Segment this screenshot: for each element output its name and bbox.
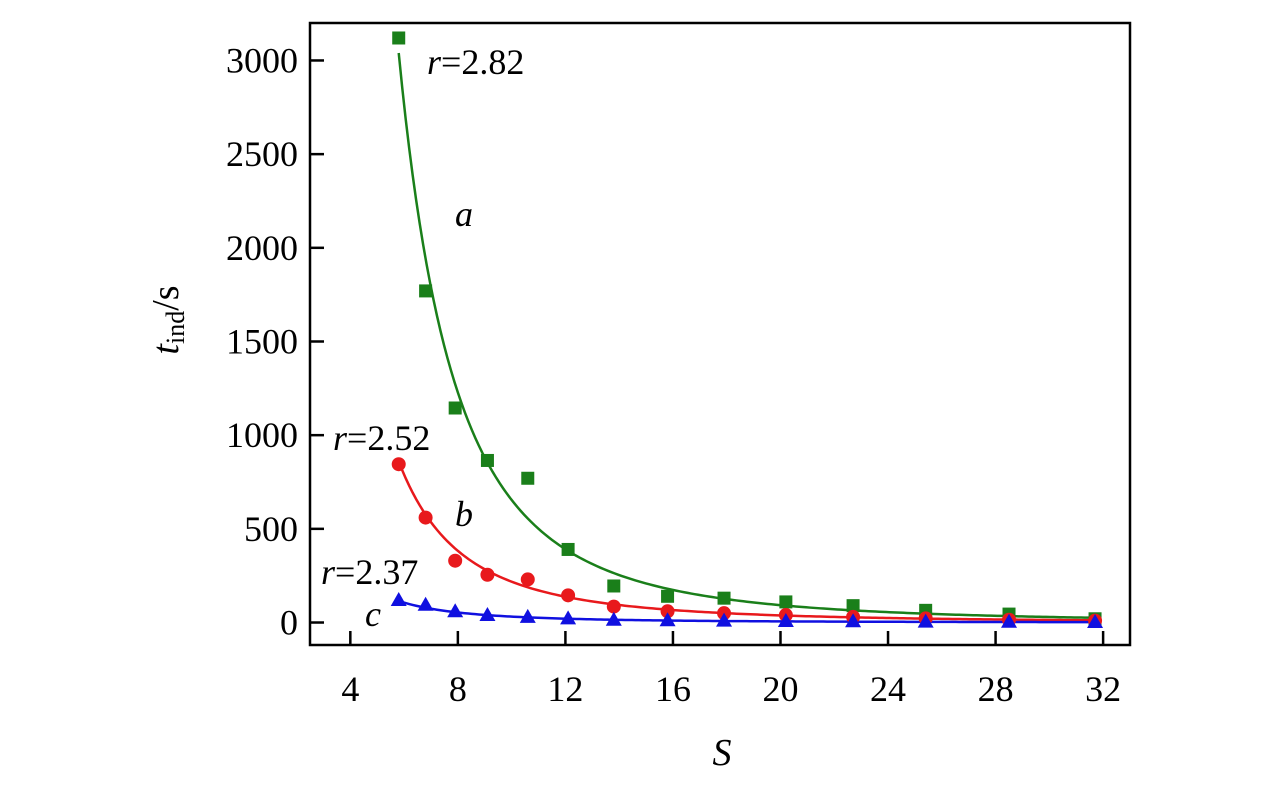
point-c [1087,613,1104,628]
point-a [846,599,860,613]
x-tick-label: 16 [655,669,691,709]
x-tick-label: 28 [978,669,1014,709]
point-c [417,596,434,611]
label-a: a [455,194,473,234]
point-a [779,595,793,609]
point-a [448,401,462,415]
x-tick-label: 12 [547,669,583,709]
y-tick-label: 2000 [226,228,298,268]
point-a [717,591,731,605]
point-b [520,572,535,587]
fit-curve-c [398,599,1096,624]
annotation-r-b: r=2.52 [333,418,430,458]
point-b [561,588,576,603]
label-b: b [455,494,473,534]
point-c [605,611,622,626]
point-c [519,608,536,623]
point-b [606,599,621,614]
point-a [480,453,494,467]
x-tick-label: 32 [1085,669,1121,709]
fit-curves [397,52,1096,624]
fit-curve-b [397,460,1096,622]
point-c [447,603,464,618]
x-axis-title: S [713,732,732,774]
y-axis-ticks: 0 500 1000 1500 2000 2500 3000 [226,40,324,643]
point-c [479,607,496,622]
point-c [390,592,407,607]
x-tick-label: 20 [762,669,798,709]
point-b [480,567,495,582]
x-tick-label: 4 [341,669,359,709]
point-a [561,542,575,556]
point-c [845,613,862,628]
point-a [521,471,535,485]
point-a [419,284,433,298]
y-axis-title-sub: ind [161,311,190,344]
point-a [661,589,675,603]
point-a [392,31,406,45]
fit-curve-a [397,52,1096,620]
x-tick-label: 24 [870,669,906,709]
annotation-r-c: r=2.37 [321,552,418,592]
y-axis-title: tind/s [145,285,190,354]
y-tick-label: 1000 [226,415,298,455]
point-c [716,612,733,627]
point-c [917,613,934,628]
point-c [659,612,676,627]
y-tick-label: 0 [280,603,298,643]
y-tick-label: 3000 [226,40,298,80]
label-c: c [365,594,381,634]
y-axis-title-unit: /s [145,285,187,310]
y-tick-label: 500 [244,509,298,549]
point-b [660,604,675,619]
data-points [390,31,1104,628]
point-a [607,579,621,593]
point-c [560,610,577,625]
x-axis-ticks: 4 8 12 16 20 24 28 32 [341,631,1121,709]
y-tick-label: 2500 [226,134,298,174]
y-axis-title-var: t [145,343,187,355]
y-tick-label: 1500 [226,321,298,361]
plot-frame [308,21,1132,647]
point-c [777,613,794,628]
point-b [418,510,433,525]
point-b [391,457,406,472]
point-b [448,553,463,568]
x-tick-label: 8 [449,669,467,709]
annotation-r-a: r=2.82 [427,42,524,82]
point-c [1001,613,1018,628]
